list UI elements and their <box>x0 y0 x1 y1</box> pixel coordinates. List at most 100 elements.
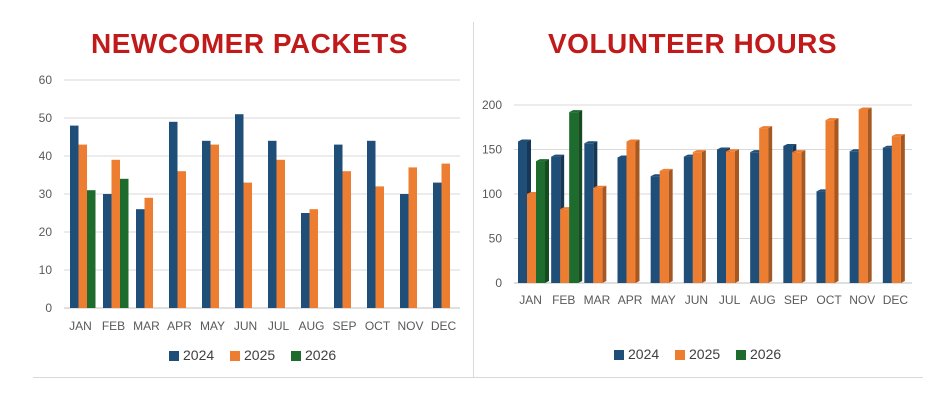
bar-top-2024 <box>518 139 531 142</box>
bar-2025 <box>342 171 351 308</box>
panel-divider <box>473 22 474 378</box>
bar-2025 <box>276 159 285 308</box>
y-tick-label: 0 <box>495 276 502 290</box>
bar-2024 <box>334 144 343 308</box>
bar-2024 <box>400 194 409 308</box>
bar-side-2026 <box>545 159 549 283</box>
bar-2025 <box>858 109 868 283</box>
bar-top-2025 <box>891 134 905 137</box>
y-tick-label: 150 <box>482 143 502 157</box>
bar-2024 <box>617 157 627 283</box>
bar-2025 <box>309 209 318 308</box>
legend-swatch-2024 <box>169 351 179 361</box>
bar-2025 <box>243 182 252 308</box>
y-tick-label: 10 <box>39 263 53 277</box>
x-tick-label: AUG <box>298 319 324 333</box>
x-tick-label: OCT <box>365 319 391 333</box>
bar-top-2025 <box>626 139 640 142</box>
y-tick-label: 40 <box>39 149 53 163</box>
bar-top-2024 <box>717 147 730 150</box>
bar-2024 <box>301 213 310 308</box>
bar-2024 <box>103 194 112 308</box>
bar-2026 <box>87 190 96 308</box>
x-tick-label: MAR <box>584 293 611 307</box>
bar-2024 <box>683 156 693 283</box>
bar-2025 <box>408 167 417 308</box>
bar-2024 <box>783 145 793 283</box>
bar-2024 <box>70 125 79 308</box>
bar-side-2025 <box>668 168 673 283</box>
x-tick-label: OCT <box>816 293 842 307</box>
y-tick-label: 30 <box>39 187 53 201</box>
x-tick-label: JUL <box>268 319 290 333</box>
legend-swatch-2026 <box>736 350 746 360</box>
x-tick-label: JUN <box>234 319 257 333</box>
bar-top-2024 <box>584 141 598 144</box>
bar-top-2026 <box>569 110 583 113</box>
bar-top-2025 <box>593 185 607 188</box>
bottom-divider <box>33 377 923 378</box>
bar-2025 <box>560 209 570 283</box>
bar-top-2025 <box>726 149 739 152</box>
bar-side-2025 <box>602 185 607 283</box>
bar-2025 <box>593 187 603 283</box>
bar-2024 <box>551 156 561 283</box>
x-tick-label: APR <box>618 293 643 307</box>
legend-label-2026: 2026 <box>305 347 336 363</box>
x-tick-label: JAN <box>519 293 542 307</box>
bar-2025 <box>441 163 450 308</box>
bar-side-2026 <box>578 110 583 284</box>
y-tick-label: 50 <box>39 111 53 125</box>
legend-swatch-2025 <box>230 351 240 361</box>
legend-swatch-2024 <box>614 350 624 360</box>
bar-top-2025 <box>759 126 773 129</box>
bar-2024 <box>816 191 826 283</box>
bar-top-2026 <box>536 159 549 162</box>
x-tick-label: SEP <box>784 293 808 307</box>
x-tick-label: AUG <box>750 293 776 307</box>
bar-2025 <box>111 159 120 308</box>
bar-top-2025 <box>858 107 872 110</box>
newcomer-packets-title: NEWCOMER PACKETS <box>91 28 409 59</box>
y-tick-label: 100 <box>482 187 502 201</box>
bar-2026 <box>536 161 545 283</box>
x-tick-label: SEP <box>332 319 356 333</box>
bar-2024 <box>584 143 594 283</box>
legend-label-2026: 2026 <box>750 346 781 362</box>
bar-2025 <box>759 128 769 283</box>
bar-2025 <box>891 136 901 283</box>
y-tick-label: 50 <box>489 232 503 246</box>
bar-2025 <box>144 197 153 308</box>
bar-2024 <box>367 140 376 308</box>
bar-2024 <box>136 209 145 308</box>
bar-2024 <box>717 149 726 283</box>
legend-swatch-2025 <box>675 350 685 360</box>
bar-side-2025 <box>867 107 872 283</box>
bar-top-2024 <box>551 154 565 157</box>
bar-2024 <box>433 182 442 308</box>
bar-side-2025 <box>900 134 905 283</box>
y-tick-label: 200 <box>482 98 502 112</box>
bar-2025 <box>659 170 669 283</box>
legend-label-2024: 2024 <box>628 346 659 362</box>
bar-top-2025 <box>659 168 673 171</box>
bar-top-2025 <box>825 118 839 121</box>
legend-swatch-2026 <box>291 351 301 361</box>
y-tick-label: 0 <box>45 301 52 315</box>
bar-2025 <box>375 186 384 308</box>
bar-side-2025 <box>701 150 706 283</box>
x-tick-label: JUN <box>685 293 708 307</box>
x-tick-label: DEC <box>883 293 909 307</box>
x-tick-label: NOV <box>849 293 875 307</box>
y-tick-label: 60 <box>39 73 53 87</box>
x-tick-label: MAY <box>200 319 225 333</box>
x-tick-label: DEC <box>431 319 457 333</box>
x-tick-label: NOV <box>397 319 423 333</box>
x-tick-label: MAR <box>133 319 160 333</box>
bar-2025 <box>527 194 536 283</box>
x-tick-label: APR <box>167 319 192 333</box>
x-tick-label: JAN <box>69 319 92 333</box>
y-tick-label: 20 <box>39 225 53 239</box>
